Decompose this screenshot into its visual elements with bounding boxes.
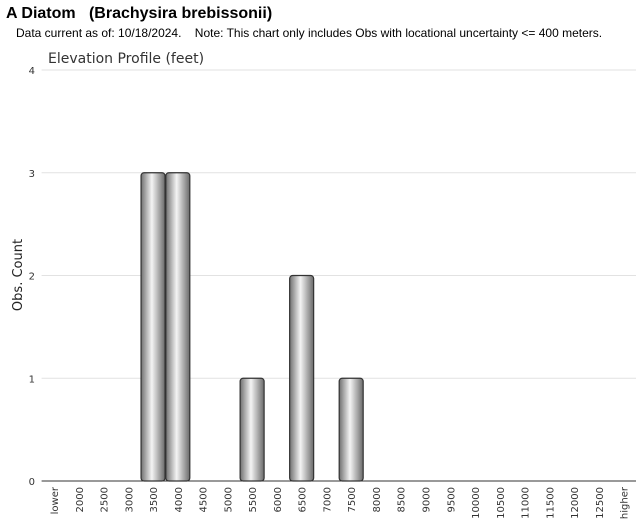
data-note: Data current as of: 10/18/2024. Note: Th…: [16, 26, 603, 40]
x-tick-label: 9000: [421, 487, 432, 512]
x-tick-label: 7500: [347, 487, 358, 512]
bar: [338, 377, 364, 482]
x-tick-label: 10500: [496, 487, 507, 519]
x-tick-label: 7000: [322, 487, 333, 512]
bar: [165, 172, 191, 482]
x-tick-label: 6000: [273, 487, 284, 512]
x-tick-label: 8500: [397, 487, 408, 512]
y-tick-label: 2: [29, 272, 35, 283]
x-tick-label: 11000: [521, 487, 532, 519]
x-tick-label: 12500: [595, 487, 606, 519]
x-tick-label: 3500: [149, 487, 160, 512]
x-tick-label: 8000: [372, 487, 383, 512]
y-tick-label: 4: [29, 66, 35, 77]
y-tick-label: 3: [29, 169, 35, 180]
y-tick-label: 1: [29, 374, 35, 385]
x-tick-label: lower: [50, 486, 61, 514]
x-tick-label: 11500: [545, 487, 556, 519]
x-tick-label: 9500: [446, 487, 457, 512]
x-tick-label: 10000: [471, 487, 482, 519]
x-tick-label: 12000: [570, 487, 581, 519]
y-tick-label: 0: [29, 477, 35, 488]
bar: [289, 274, 315, 482]
page-title: A Diatom (Brachysira brebissonii): [6, 5, 273, 22]
y-axis-label: Obs. Count: [11, 239, 26, 311]
x-tick-label: 2000: [75, 487, 86, 512]
x-tick-label: 5500: [248, 487, 259, 512]
x-tick-label: 4000: [174, 487, 185, 512]
bar: [239, 377, 265, 482]
x-tick-label: 6500: [298, 487, 309, 512]
bar: [140, 172, 166, 482]
x-tick-label: higher: [620, 486, 631, 519]
x-tick-label: 2500: [100, 487, 111, 512]
chart-title: Elevation Profile (feet): [48, 51, 204, 67]
x-tick-label: 3000: [124, 487, 135, 512]
x-tick-label: 5000: [223, 487, 234, 512]
x-tick-label: 4500: [199, 487, 210, 512]
